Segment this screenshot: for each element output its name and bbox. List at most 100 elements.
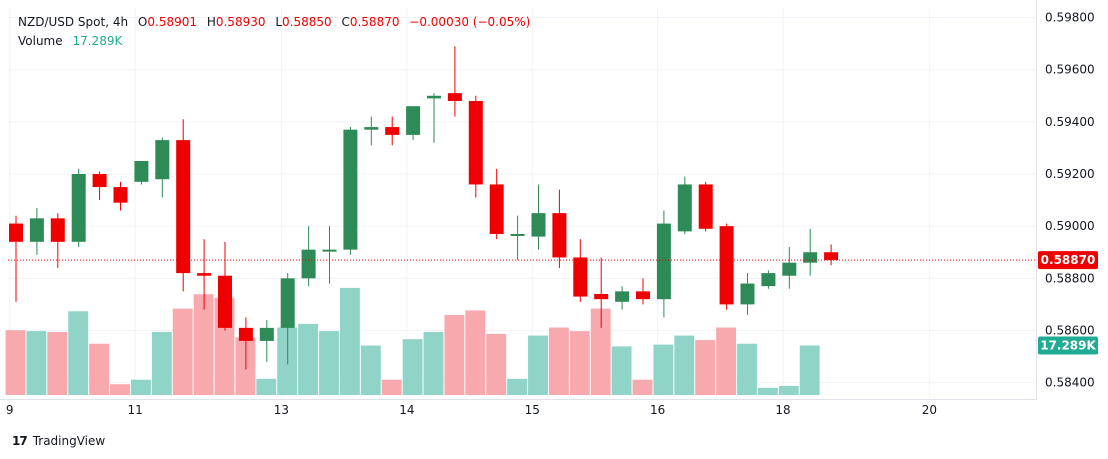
- volume-tag-label: 17.289K: [1040, 339, 1096, 353]
- candle-body: [134, 160, 149, 182]
- volume-bar: [130, 379, 151, 395]
- y-tick-label: 0.59800: [1045, 11, 1095, 25]
- high-value: 0.58930: [215, 15, 266, 29]
- volume-bar: [653, 344, 674, 395]
- volume-bar: [674, 335, 695, 395]
- volume-bar: [695, 340, 716, 395]
- volume-bar: [507, 378, 528, 395]
- volume-bar: [590, 308, 611, 395]
- volume-bar: [444, 314, 465, 395]
- candle-body: [9, 223, 23, 242]
- candle-body: [531, 213, 546, 237]
- candle-body: [698, 184, 713, 229]
- candle-body: [761, 273, 776, 287]
- x-tick-label: 13: [274, 403, 289, 417]
- candle-body: [301, 249, 316, 279]
- y-tick-label: 0.59000: [1045, 219, 1095, 233]
- volume-bar: [110, 384, 130, 395]
- volume-bar: [465, 310, 486, 395]
- open-label: O: [137, 15, 148, 29]
- x-tick-label: 11: [127, 403, 142, 417]
- candle-body: [615, 291, 630, 302]
- last-price-tag: [1038, 251, 1098, 270]
- volume-bar: [381, 379, 402, 395]
- candle-body: [29, 218, 44, 242]
- volume-bar: [611, 346, 632, 395]
- volume-bar: [737, 343, 757, 395]
- x-tick-label: 15: [525, 403, 540, 417]
- candle-body: [406, 106, 421, 135]
- volume-bar: [319, 331, 339, 395]
- close-label: C: [341, 15, 350, 29]
- high-label: H: [206, 15, 216, 29]
- candle-body: [594, 293, 609, 300]
- candle-body: [803, 252, 818, 263]
- candle-body: [636, 291, 650, 300]
- volume-value: 17.289K: [72, 34, 123, 48]
- candle-body: [197, 273, 212, 276]
- candlestick-series: [9, 46, 839, 370]
- candle-body: [176, 140, 191, 274]
- candle-body: [573, 257, 588, 297]
- volume-bar: [778, 386, 799, 395]
- volume-bar: [402, 339, 423, 395]
- y-tick-label: 0.58800: [1045, 271, 1095, 285]
- volume-bar: [5, 330, 26, 395]
- volume-bar: [89, 343, 110, 395]
- candle-body: [364, 127, 379, 130]
- candle-body: [677, 184, 692, 232]
- x-tick-label: 9: [6, 403, 14, 417]
- chart-grid: [8, 8, 1036, 398]
- x-tick-label: 16: [650, 403, 665, 417]
- brand-name: TradingView: [32, 434, 106, 448]
- volume-bar: [151, 332, 172, 395]
- candle-body: [447, 93, 462, 101]
- candle-body: [740, 283, 755, 305]
- volume-bar: [716, 327, 737, 395]
- candle-body: [468, 100, 483, 185]
- candle-body: [552, 213, 567, 258]
- candle-body: [155, 140, 170, 180]
- x-tick-label: 20: [922, 403, 937, 417]
- volume-bar: [799, 345, 820, 395]
- volume-bar: [339, 287, 360, 395]
- tradingview-branding[interactable]: 17 TradingView: [12, 434, 105, 448]
- candle-body: [50, 218, 65, 242]
- x-tick-label: 18: [775, 403, 790, 417]
- candle-body: [92, 174, 107, 188]
- low-label: L: [275, 15, 282, 29]
- low-value: 0.58850: [282, 15, 332, 29]
- close-value: 0.58870: [349, 15, 400, 29]
- volume-series: [5, 287, 820, 395]
- y-tick-label: 0.58400: [1045, 376, 1095, 390]
- candle-body: [782, 262, 797, 276]
- volume-label: Volume: [18, 34, 63, 48]
- volume-tag: [1038, 336, 1098, 355]
- candle-body: [238, 327, 253, 341]
- volume-bar: [68, 311, 89, 395]
- volume-bar: [528, 335, 548, 395]
- candle-body: [427, 95, 441, 99]
- change-value: −0.00030 (−0.05%): [409, 15, 531, 29]
- candle-body: [280, 278, 295, 328]
- volume-bar: [26, 331, 47, 395]
- candle-body: [824, 252, 839, 261]
- candle-body: [385, 127, 400, 135]
- y-tick-label: 0.59200: [1045, 167, 1095, 181]
- volume-bar: [47, 332, 68, 395]
- volume-bar: [632, 379, 653, 395]
- volume-bar: [757, 387, 778, 395]
- y-tick-label: 0.59600: [1045, 63, 1095, 77]
- open-value: 0.58901: [147, 15, 197, 29]
- volume-legend: Volume 17.289K: [18, 34, 122, 48]
- volume-bar: [256, 378, 277, 395]
- candle-body: [489, 184, 504, 234]
- candle-body: [71, 174, 86, 242]
- candle-body: [259, 327, 274, 341]
- symbol-title: NZD/USD Spot, 4h: [18, 15, 129, 29]
- volume-bar: [569, 331, 590, 395]
- price-tags: 0.58870 17.289K: [8, 251, 1098, 355]
- volume-bar: [360, 345, 381, 395]
- volume-bar: [486, 333, 507, 395]
